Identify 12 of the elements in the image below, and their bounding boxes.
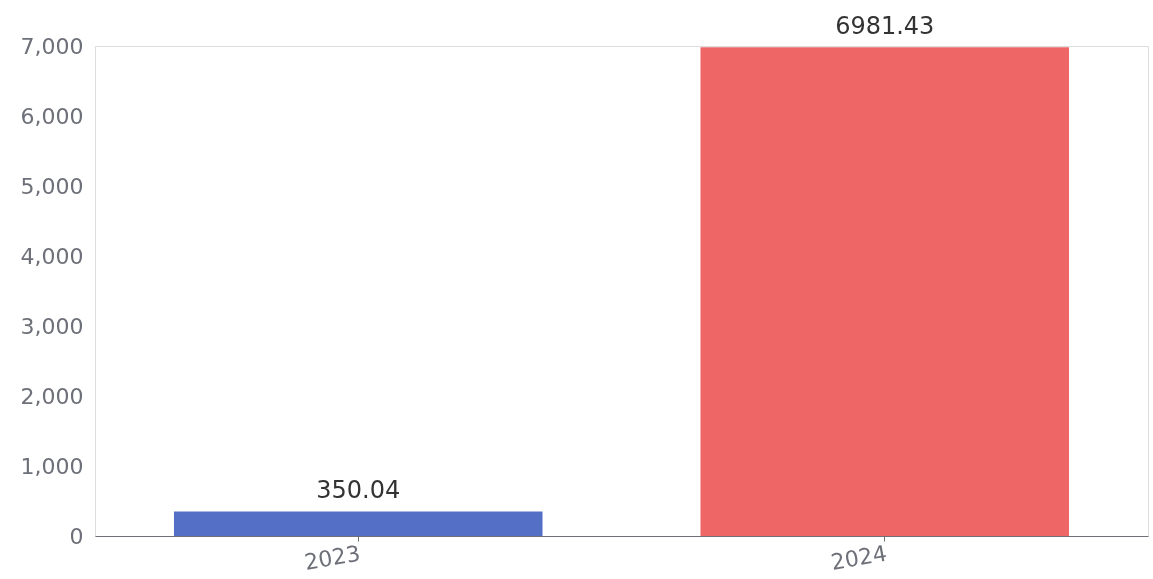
y-tick-label: 1,000 <box>20 453 84 479</box>
y-tick-label: 7,000 <box>20 33 84 59</box>
y-tick-label: 3,000 <box>20 313 84 339</box>
x-tick-label: 2023 <box>302 540 363 575</box>
x-tick-label: 2024 <box>829 540 889 575</box>
y-tick-label: 2,000 <box>20 383 84 409</box>
y-tick-label: 4,000 <box>20 243 84 269</box>
y-tick-label: 6,000 <box>20 103 84 129</box>
data-label: 350.04 <box>316 476 401 505</box>
y-tick-label: 5,000 <box>20 173 84 199</box>
data-label: 6981.43 <box>835 12 935 41</box>
y-tick-label: 0 <box>69 523 84 549</box>
